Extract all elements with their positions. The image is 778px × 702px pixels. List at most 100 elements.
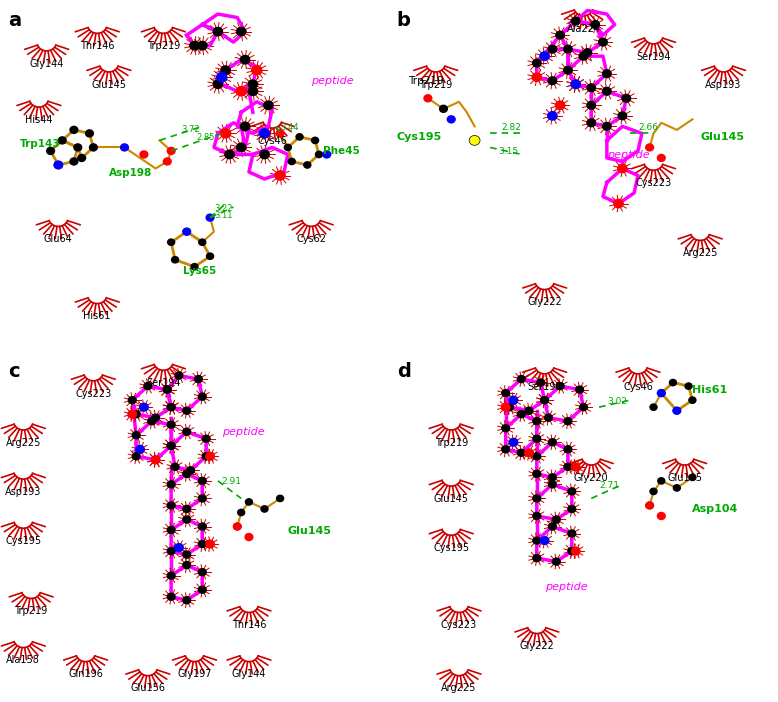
Circle shape: [198, 477, 206, 484]
Text: Cys223: Cys223: [441, 621, 477, 630]
Circle shape: [191, 263, 198, 270]
Circle shape: [525, 407, 533, 414]
Circle shape: [237, 143, 246, 152]
Circle shape: [587, 84, 596, 91]
Text: 2.85: 2.85: [196, 133, 215, 143]
Circle shape: [167, 404, 175, 411]
Text: Arg225: Arg225: [5, 438, 41, 448]
Circle shape: [571, 80, 580, 88]
Circle shape: [167, 147, 175, 154]
Text: 3.72: 3.72: [180, 125, 199, 133]
Circle shape: [140, 151, 148, 158]
Circle shape: [548, 523, 556, 530]
Text: Cys223: Cys223: [636, 178, 671, 188]
Circle shape: [221, 66, 230, 74]
Circle shape: [563, 67, 573, 74]
Text: 2.91: 2.91: [222, 477, 242, 486]
Circle shape: [171, 257, 179, 263]
Circle shape: [198, 41, 207, 50]
Circle shape: [502, 425, 510, 432]
Circle shape: [183, 470, 191, 477]
Circle shape: [517, 449, 525, 456]
Circle shape: [78, 154, 86, 161]
Circle shape: [198, 541, 206, 548]
Circle shape: [563, 45, 573, 53]
Text: Ala158: Ala158: [6, 656, 40, 665]
Circle shape: [198, 239, 205, 245]
Circle shape: [517, 411, 525, 418]
Circle shape: [501, 403, 510, 411]
Circle shape: [205, 453, 214, 461]
Circle shape: [576, 386, 584, 393]
Text: Thr146: Thr146: [80, 41, 114, 51]
Circle shape: [579, 53, 588, 60]
Circle shape: [689, 397, 696, 403]
Circle shape: [533, 512, 541, 519]
Circle shape: [533, 495, 541, 502]
Text: Cys62: Cys62: [296, 234, 326, 244]
Text: Gln196: Gln196: [68, 670, 103, 680]
Text: d: d: [397, 362, 411, 380]
Circle shape: [135, 445, 144, 453]
Circle shape: [151, 456, 160, 464]
Circle shape: [183, 551, 191, 558]
Circle shape: [194, 376, 202, 383]
Text: His61: His61: [83, 312, 111, 322]
Circle shape: [167, 548, 175, 555]
Circle shape: [533, 555, 541, 562]
Circle shape: [552, 558, 560, 565]
Circle shape: [175, 372, 183, 379]
Circle shape: [198, 569, 206, 576]
Text: b: b: [397, 11, 411, 29]
Circle shape: [206, 253, 213, 259]
Circle shape: [54, 161, 62, 169]
Circle shape: [323, 151, 331, 158]
Circle shape: [206, 214, 214, 221]
Circle shape: [89, 144, 97, 151]
Circle shape: [532, 60, 541, 67]
Circle shape: [167, 421, 175, 428]
Circle shape: [246, 498, 252, 505]
Text: peptide: peptide: [607, 150, 650, 160]
Text: a: a: [8, 11, 21, 29]
Text: His61: His61: [692, 385, 727, 395]
Text: Asp193: Asp193: [5, 487, 41, 497]
Text: 3.22: 3.22: [214, 204, 233, 213]
Text: Thr146: Thr146: [232, 621, 266, 630]
Text: Asp193: Asp193: [706, 80, 741, 90]
Circle shape: [237, 509, 244, 515]
Circle shape: [216, 73, 227, 81]
Circle shape: [502, 390, 510, 397]
Circle shape: [568, 548, 576, 555]
Circle shape: [183, 407, 191, 414]
Circle shape: [602, 122, 612, 131]
Text: Gly220: Gly220: [574, 473, 608, 483]
Text: Arg225: Arg225: [682, 249, 718, 258]
Text: Trp219: Trp219: [408, 77, 444, 86]
Circle shape: [555, 31, 564, 39]
Circle shape: [580, 404, 587, 411]
Circle shape: [564, 463, 572, 470]
Circle shape: [555, 101, 565, 110]
Circle shape: [183, 228, 191, 235]
Circle shape: [167, 526, 175, 534]
Circle shape: [303, 162, 310, 168]
Circle shape: [548, 112, 557, 120]
Text: Trp219: Trp219: [147, 41, 180, 51]
Circle shape: [144, 383, 152, 390]
Circle shape: [285, 145, 291, 151]
Circle shape: [167, 593, 175, 600]
Text: Cys195: Cys195: [433, 543, 469, 553]
Circle shape: [517, 376, 525, 383]
Text: Ala224: Ala224: [566, 24, 601, 34]
Text: 3.44: 3.44: [280, 123, 299, 132]
Circle shape: [571, 80, 580, 88]
Circle shape: [233, 524, 241, 529]
Circle shape: [47, 147, 54, 154]
Circle shape: [548, 481, 556, 488]
Circle shape: [248, 87, 258, 95]
Circle shape: [132, 411, 140, 418]
Circle shape: [614, 199, 623, 208]
Circle shape: [548, 77, 556, 84]
Circle shape: [532, 73, 541, 81]
